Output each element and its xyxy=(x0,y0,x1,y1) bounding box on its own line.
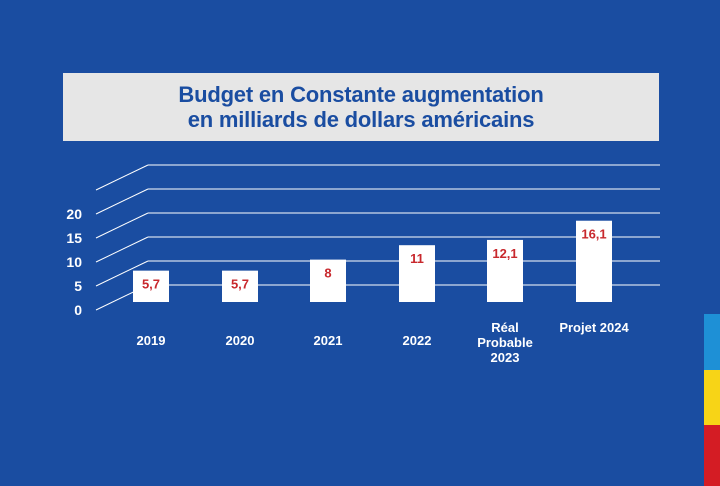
bar xyxy=(222,270,258,302)
data-label: 12,1 xyxy=(492,246,517,261)
y-tick-label: 15 xyxy=(66,230,82,246)
x-tick-label: 2020 xyxy=(226,333,255,348)
gridline-slant xyxy=(95,236,149,263)
gridline-slant xyxy=(95,164,149,191)
flag-stripe-red xyxy=(704,425,720,486)
y-tick-label: 5 xyxy=(74,278,82,294)
chart-title-line-1: Budget en Constante augmentation xyxy=(178,82,544,107)
bar xyxy=(310,259,346,302)
y-tick-label: 10 xyxy=(66,254,82,270)
y-tick-label: 0 xyxy=(74,302,82,318)
data-label: 16,1 xyxy=(581,227,606,242)
data-label: 8 xyxy=(324,266,331,281)
x-tick-label: 2023 xyxy=(491,350,520,365)
gridline-slant xyxy=(95,188,149,215)
x-tick-label: Projet 2024 xyxy=(559,320,629,335)
x-tick-label: 2022 xyxy=(403,333,432,348)
flag-stripe-blue xyxy=(704,314,720,370)
chart-title-line-2: en milliards de dollars américains xyxy=(187,107,535,132)
x-tick-label: Réal xyxy=(491,320,518,335)
x-tick-label: Probable xyxy=(477,335,533,350)
bar xyxy=(576,220,612,302)
x-tick-label: 2021 xyxy=(314,333,343,348)
bar xyxy=(487,239,523,302)
y-tick-label: 20 xyxy=(66,206,82,222)
x-tick-label: 2019 xyxy=(137,333,166,348)
data-label: 11 xyxy=(410,251,424,266)
bar xyxy=(399,245,435,302)
gridline-slant xyxy=(95,260,149,287)
gridline-slant xyxy=(95,212,149,239)
data-label: 5,7 xyxy=(231,277,249,292)
data-label: 5,7 xyxy=(142,277,160,292)
flag-stripe-yellow xyxy=(704,370,720,425)
chart-title-box: Budget en Constante augmentation en mill… xyxy=(63,73,659,141)
bar xyxy=(133,270,169,302)
